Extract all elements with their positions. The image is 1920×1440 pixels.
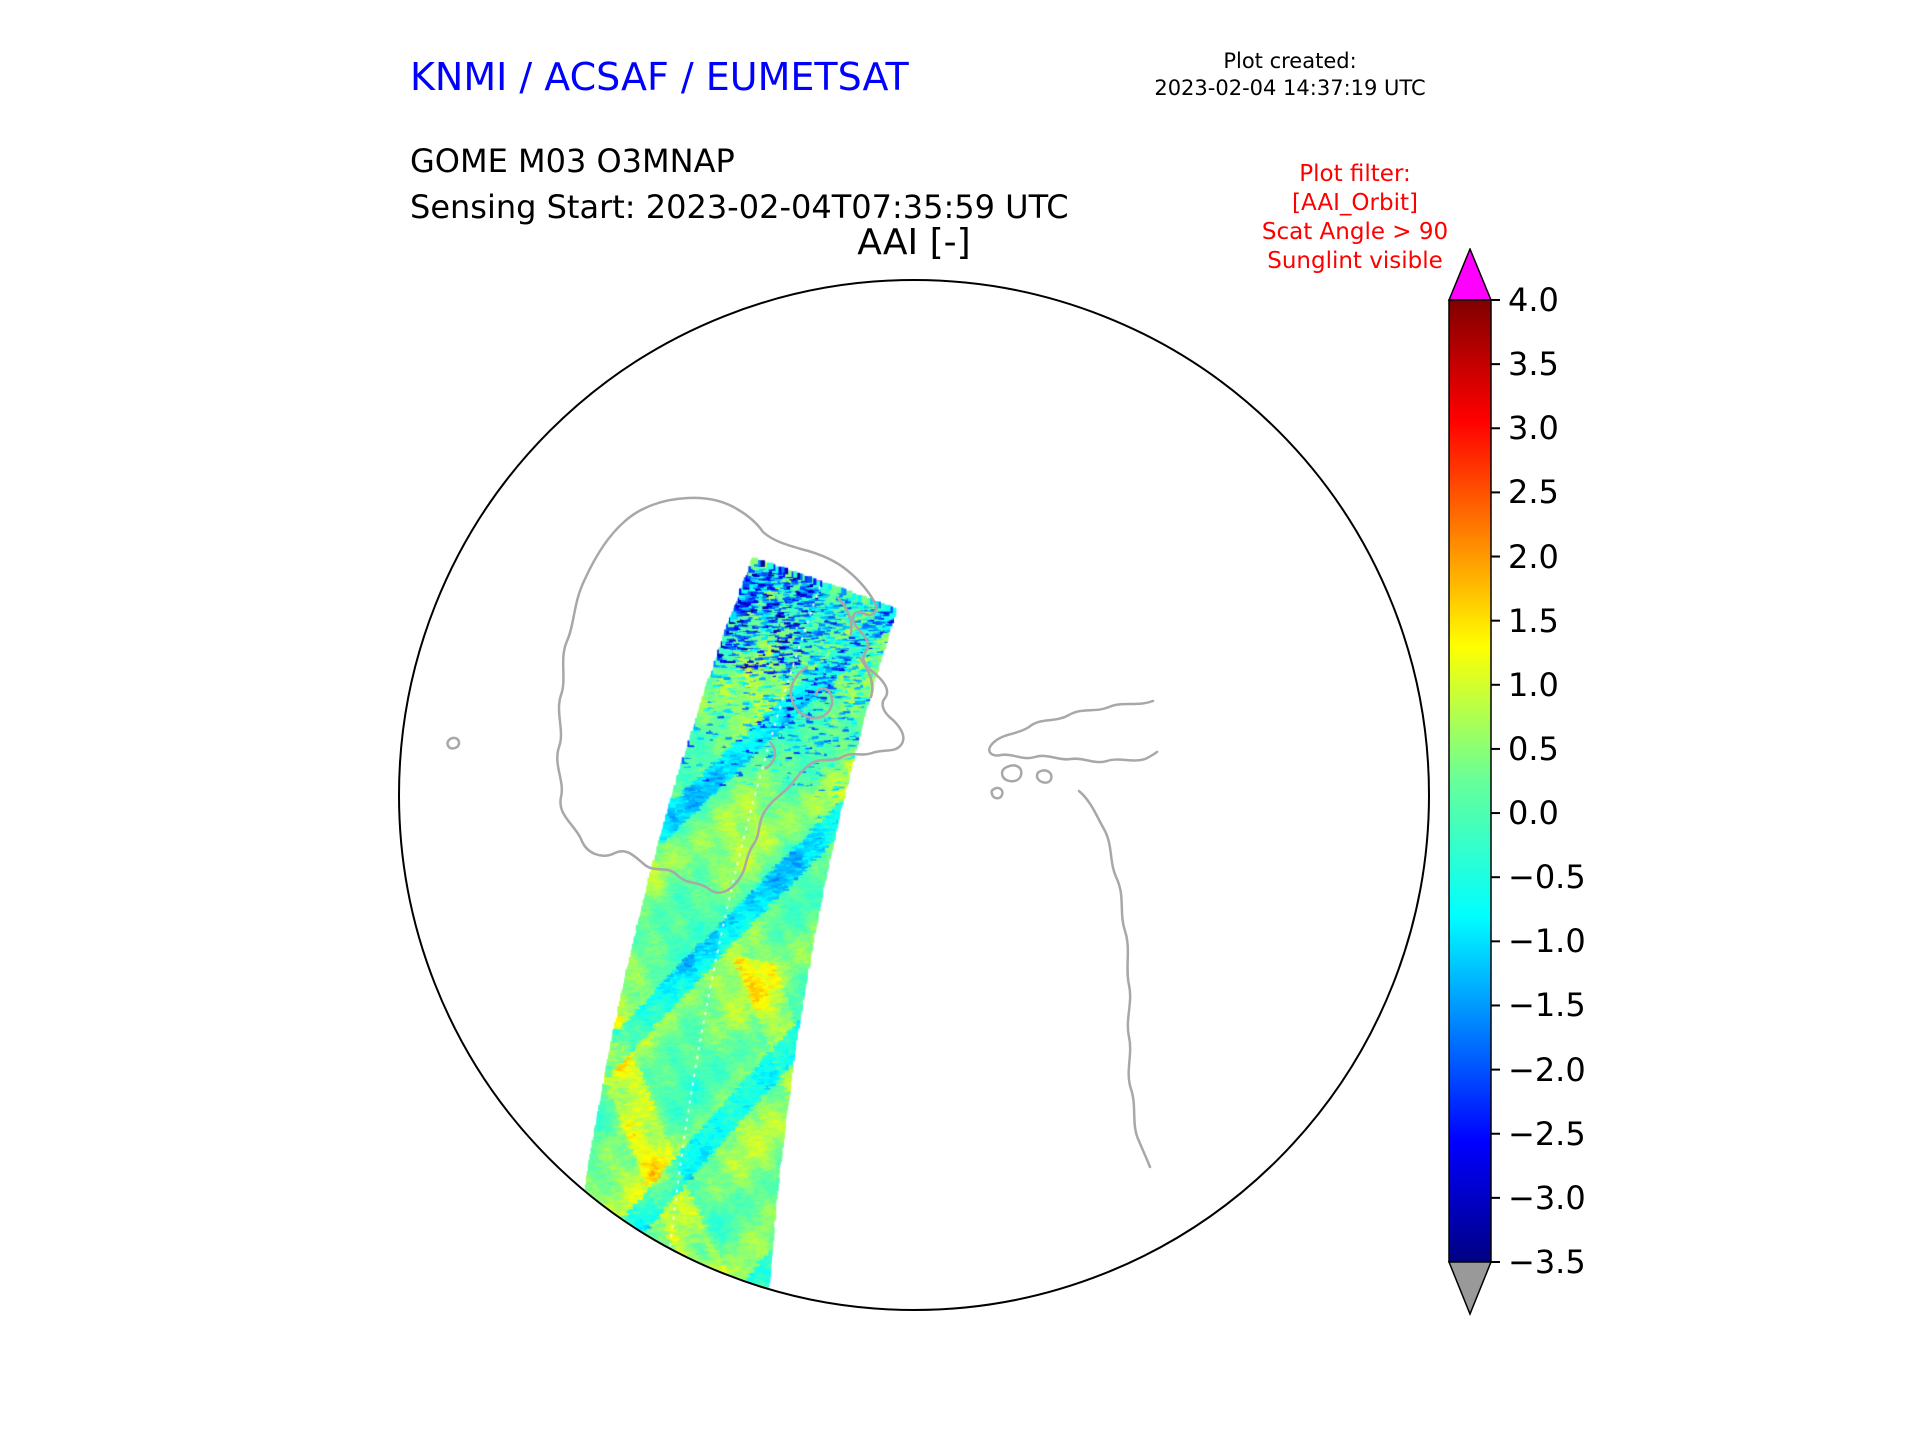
island-west-dot (446, 736, 461, 750)
coast-fjords (988, 699, 1159, 764)
colorbar-tick-label: −2.0 (1508, 1050, 1586, 1089)
colorbar-tick-label: −3.5 (1508, 1243, 1586, 1281)
island-north-1 (665, 281, 710, 314)
colorbar: 4.0 3.5 3.0 2.5 2.0 1.5 1.0 0.5 0.0 −0.5 −1.0 −1.5 −… (1447, 247, 1678, 1318)
colorbar-tick-label: 4.0 (1508, 281, 1559, 319)
coast-antarctica (556, 496, 905, 894)
colorbar-under-arrow (1447, 1261, 1493, 1317)
island-west-2 (543, 331, 558, 345)
island-west-1 (517, 302, 552, 332)
colorbar-tick-label: −1.5 (1508, 986, 1586, 1025)
coast-shelf-2 (858, 656, 874, 699)
coast-shelf-1 (836, 596, 853, 636)
colorbar-tick-label: 3.0 (1508, 409, 1559, 448)
map-outline (398, 279, 1430, 1311)
coast-long-east (1077, 789, 1152, 1169)
colorbar-tick-label: 2.0 (1508, 537, 1559, 576)
colorbar-over-arrow (1447, 247, 1493, 301)
coast-shelf-3 (764, 740, 777, 770)
coast-inner-bay (789, 665, 834, 720)
colorbar-tick-label: −0.5 (1508, 858, 1586, 897)
colorbar-tick-label: 0.5 (1508, 729, 1559, 768)
colorbar-svg (1447, 247, 1500, 1317)
colorbar-tick-label: 0.0 (1508, 794, 1559, 833)
colorbar-tick-label: 3.5 (1508, 345, 1559, 384)
island-north-2 (705, 240, 716, 251)
colorbar-tick-label: 1.0 (1508, 665, 1559, 704)
colorbar-tick-label: 2.5 (1508, 473, 1559, 512)
colorbar-tick-label: −2.5 (1508, 1114, 1586, 1153)
colorbar-tick-label: 1.5 (1508, 601, 1559, 640)
colorbar-tick-label: −3.0 (1508, 1178, 1586, 1217)
coastlines (446, 240, 1159, 1169)
island-east-1 (1000, 764, 1023, 783)
colorbar-gradient (1448, 299, 1492, 1263)
island-east-2 (1035, 769, 1053, 784)
colorbar-tick-label: −1.0 (1508, 922, 1586, 961)
island-east-3 (990, 786, 1004, 800)
